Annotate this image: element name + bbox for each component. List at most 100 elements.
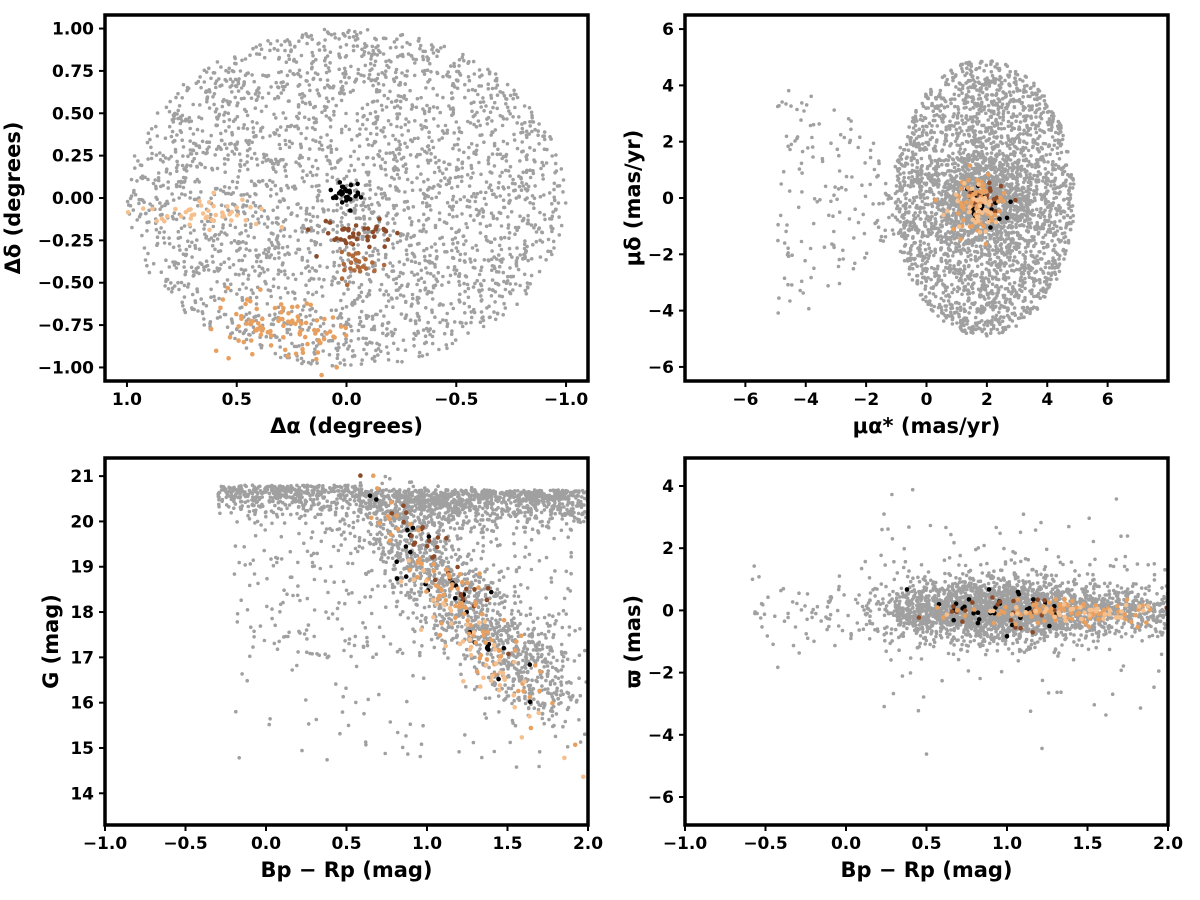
- field-point: [184, 252, 189, 257]
- group-point: [290, 318, 295, 324]
- field-point: [199, 190, 203, 194]
- field-point: [1049, 220, 1054, 225]
- field-point: [264, 255, 269, 260]
- field-point: [314, 184, 319, 188]
- group-point: [350, 231, 356, 236]
- field-point: [512, 132, 516, 137]
- field-point: [995, 62, 999, 66]
- field-point: [989, 305, 993, 309]
- field-point: [419, 172, 423, 176]
- field-point: [1053, 261, 1058, 266]
- field-point: [172, 211, 177, 215]
- field-point: [455, 142, 460, 147]
- field-point: [174, 217, 179, 222]
- field-point: [985, 260, 990, 265]
- field-point: [533, 159, 537, 164]
- field-point: [918, 293, 923, 297]
- field-point: [469, 166, 474, 170]
- field-point: [210, 254, 215, 259]
- field-point: [182, 265, 186, 269]
- field-point: [486, 87, 491, 91]
- field-point: [984, 63, 989, 68]
- field-point: [283, 286, 288, 291]
- field-point: [200, 219, 204, 224]
- field-point: [349, 339, 353, 343]
- field-point: [382, 232, 386, 237]
- field-point: [191, 269, 196, 274]
- field-point: [481, 318, 486, 323]
- field-point: [958, 305, 963, 310]
- field-point: [470, 109, 474, 114]
- field-point: [487, 287, 492, 292]
- field-point: [1007, 231, 1011, 235]
- field-point: [430, 297, 435, 301]
- field-point: [966, 299, 970, 303]
- field-point: [1001, 112, 1006, 116]
- field-point: [449, 64, 453, 68]
- group-point: [243, 218, 249, 223]
- field-point: [1023, 146, 1028, 150]
- field-point: [539, 166, 543, 171]
- field-point: [209, 236, 214, 240]
- field-point: [1002, 126, 1007, 131]
- field-point: [173, 284, 177, 288]
- field-point: [351, 88, 356, 93]
- field-point: [1057, 269, 1062, 274]
- field-point: [397, 260, 402, 264]
- field-point: [482, 140, 486, 144]
- field-point: [1045, 105, 1049, 109]
- field-point: [273, 132, 277, 136]
- field-point: [416, 301, 421, 305]
- field-point: [494, 195, 499, 199]
- field-point: [931, 109, 935, 113]
- field-point: [379, 192, 384, 196]
- field-point: [1010, 220, 1014, 225]
- field-point: [1064, 178, 1068, 182]
- field-point: [498, 194, 503, 198]
- field-point: [916, 214, 920, 218]
- field-point: [438, 110, 443, 115]
- field-point: [285, 330, 290, 335]
- field-point: [457, 126, 461, 130]
- field-point: [515, 246, 519, 250]
- field-point: [1053, 258, 1057, 263]
- field-point: [360, 237, 365, 241]
- field-point: [445, 200, 450, 205]
- field-point: [1055, 146, 1060, 150]
- field-point: [455, 240, 460, 245]
- field-point: [240, 305, 244, 310]
- field-point: [437, 347, 441, 352]
- field-point: [445, 131, 450, 135]
- field-point: [299, 53, 304, 58]
- field-point: [206, 268, 211, 272]
- field-point: [426, 161, 431, 165]
- field-point: [531, 202, 536, 206]
- field-point: [389, 100, 394, 104]
- group-point: [260, 316, 265, 322]
- field-point: [395, 159, 399, 163]
- field-point: [435, 70, 439, 75]
- field-point: [1008, 69, 1012, 74]
- field-point: [913, 114, 918, 118]
- field-point: [520, 180, 524, 185]
- field-point: [1019, 164, 1024, 169]
- field-point: [233, 225, 238, 230]
- field-point: [372, 324, 377, 329]
- field-point: [383, 255, 388, 260]
- field-point: [273, 351, 278, 356]
- field-point: [504, 97, 509, 101]
- field-point: [1041, 294, 1046, 299]
- field-point: [155, 241, 160, 246]
- field-point: [278, 355, 283, 360]
- field-point: [449, 332, 454, 337]
- field-point: [310, 65, 314, 70]
- field-point: [955, 131, 959, 136]
- field-point: [354, 203, 359, 208]
- field-point: [173, 138, 177, 143]
- sky-xlabel: Δα (degrees): [270, 414, 423, 438]
- field-point: [939, 192, 944, 197]
- field-point: [321, 207, 325, 211]
- field-point: [458, 300, 462, 304]
- field-point: [410, 292, 415, 297]
- field-point: [1051, 119, 1055, 123]
